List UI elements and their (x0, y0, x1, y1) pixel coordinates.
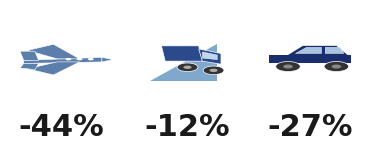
Polygon shape (162, 46, 202, 61)
Circle shape (324, 61, 349, 72)
Text: -12%: -12% (145, 112, 230, 141)
Circle shape (76, 58, 82, 60)
Circle shape (65, 58, 71, 60)
Polygon shape (288, 46, 348, 55)
Text: -27%: -27% (268, 112, 353, 141)
Polygon shape (27, 62, 80, 75)
Circle shape (283, 65, 293, 68)
Polygon shape (150, 44, 217, 81)
Polygon shape (296, 47, 321, 54)
Polygon shape (20, 63, 39, 70)
Circle shape (332, 65, 341, 68)
Circle shape (88, 58, 94, 60)
Polygon shape (269, 55, 351, 63)
Polygon shape (102, 57, 113, 62)
Circle shape (183, 66, 192, 69)
Circle shape (210, 69, 218, 72)
Circle shape (203, 66, 224, 75)
Polygon shape (202, 52, 217, 60)
Polygon shape (20, 51, 39, 60)
Polygon shape (24, 57, 102, 63)
Circle shape (177, 63, 198, 72)
Circle shape (276, 61, 300, 72)
Polygon shape (325, 47, 344, 54)
Polygon shape (27, 44, 80, 59)
Polygon shape (199, 49, 221, 64)
Text: -44%: -44% (18, 112, 104, 141)
